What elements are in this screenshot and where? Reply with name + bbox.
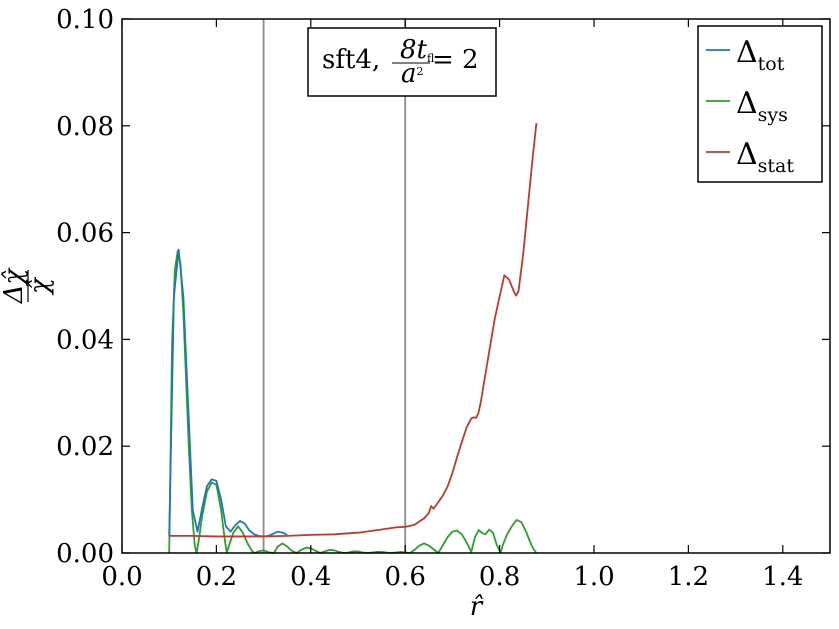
legend-label-tot: Δtot <box>736 35 785 75</box>
x-tick-label: 1.0 <box>573 562 614 592</box>
y-tick-label: 0.02 <box>56 432 114 462</box>
y-tick-label: 0.04 <box>56 325 114 355</box>
reference-lines <box>262 19 407 553</box>
series-line-tot <box>168 248 288 538</box>
series-layer <box>168 123 538 554</box>
y-axis-label-numerator: Δχ̂ <box>0 266 29 304</box>
annotation-box: sft4, 8tfl a2 = 2 <box>307 27 497 97</box>
annotation-suffix: = 2 <box>432 45 479 75</box>
x-tick-label: 0.2 <box>196 562 237 592</box>
plot-frame <box>121 18 831 554</box>
x-tick-label: 0.0 <box>101 562 142 592</box>
y-tick-label: 0.00 <box>56 539 114 569</box>
legend-entry-stat: Δstat <box>706 137 794 177</box>
annotation-frac-num: 8tfl <box>400 35 435 65</box>
y-tick-label: 0.08 <box>56 112 114 142</box>
y-axis-label: Δχ̂ χ̂ <box>0 266 55 304</box>
legend-entry-sys: Δsys <box>706 86 788 126</box>
x-tick-label: 0.8 <box>479 562 520 592</box>
legend-frame <box>697 25 823 183</box>
legend-label-stat: Δstat <box>736 137 794 177</box>
series-line-stat <box>169 123 538 538</box>
x-tick-label: 0.6 <box>385 562 426 592</box>
legend: Δtot Δsys Δstat <box>697 25 823 183</box>
y-tick-label: 0.06 <box>56 219 114 249</box>
x-axis-label: r̂ <box>470 592 484 622</box>
y-tick-label: 0.10 <box>56 5 114 35</box>
x-tick-label: 0.4 <box>290 562 331 592</box>
ticks: 0.0 0.2 0.4 0.6 0.8 1.0 1.2 1.4 0.00 0.02 0.04 0.06… <box>56 5 830 592</box>
x-tick-label: 1.2 <box>668 562 709 592</box>
legend-entry-tot: Δtot <box>706 35 785 75</box>
svg-text:sft4,: sft4, <box>322 45 380 75</box>
x-tick-label: 1.4 <box>762 562 803 592</box>
annotation-frac-den: a2 <box>401 59 424 89</box>
legend-label-sys: Δsys <box>736 86 788 126</box>
annotation-prefix: sft4, <box>322 45 380 75</box>
y-axis-label-denominator: χ̂ <box>25 276 55 296</box>
